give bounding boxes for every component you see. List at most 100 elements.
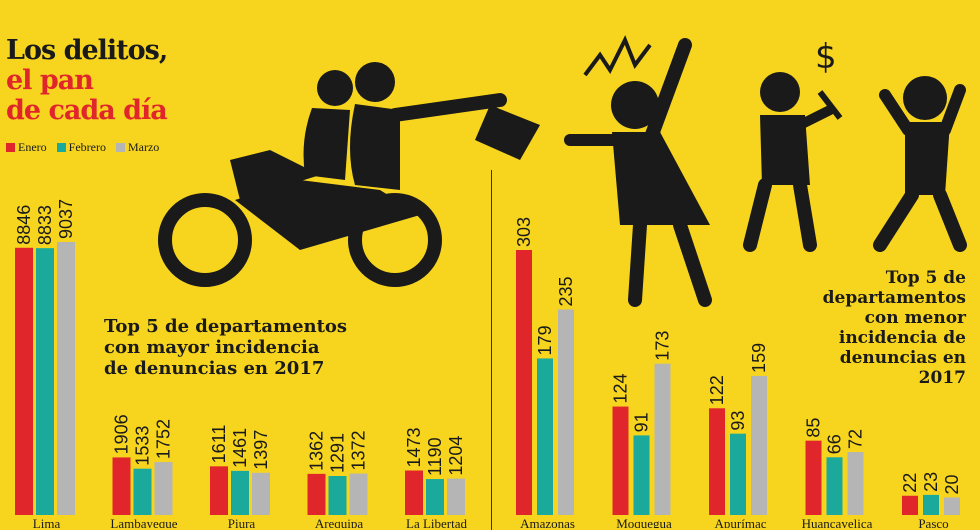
data-label-0-4-0: 1473 bbox=[404, 427, 424, 467]
subtitle-right-line-4: incidencia de bbox=[838, 328, 966, 348]
subtitle-right-line-3: con menor bbox=[864, 308, 966, 328]
bar-1-1-2 bbox=[654, 363, 671, 515]
subtitle-left: Top 5 de departamentos con mayor inciden… bbox=[104, 316, 347, 379]
data-label-1-1-1: 91 bbox=[632, 412, 652, 432]
bar-1-2-0 bbox=[709, 408, 725, 515]
bar-1-2-2 bbox=[751, 375, 767, 515]
category-label-0-2: Piura bbox=[228, 516, 256, 528]
bar-1-3-0 bbox=[805, 440, 822, 515]
data-label-0-1-1: 1533 bbox=[133, 426, 153, 466]
bar-0-4-2 bbox=[447, 478, 465, 515]
data-label-1-1-0: 124 bbox=[611, 374, 631, 404]
data-label-0-1-0: 1906 bbox=[112, 414, 132, 454]
bar-0-1-2 bbox=[154, 462, 173, 515]
subtitle-left-line-3: de denuncias en 2017 bbox=[104, 358, 325, 379]
motorcycle-thieves-illustration bbox=[158, 62, 540, 287]
data-label-0-3-1: 1291 bbox=[328, 433, 348, 473]
legend: Enero Febrero Marzo bbox=[6, 140, 159, 155]
data-label-0-0-0: 8846 bbox=[14, 205, 34, 245]
category-label-0-4: La Libertad bbox=[406, 516, 467, 528]
data-label-1-0-2: 235 bbox=[556, 276, 576, 306]
bar-1-0-1 bbox=[537, 358, 553, 515]
data-label-0-3-2: 1372 bbox=[349, 431, 369, 471]
data-label-1-3-0: 85 bbox=[804, 418, 824, 438]
legend-swatch-marzo bbox=[115, 143, 125, 152]
data-label-1-4-0: 22 bbox=[900, 473, 920, 493]
bar-1-1-1 bbox=[633, 435, 650, 515]
bar-1-4-0 bbox=[902, 495, 918, 515]
category-label-1-0: Amazonas bbox=[520, 516, 575, 528]
legend-swatch-enero bbox=[6, 143, 15, 152]
bar-1-1-0 bbox=[612, 406, 629, 515]
category-label-1-2: Apurímac bbox=[715, 516, 767, 528]
bar-0-0-1 bbox=[36, 248, 54, 515]
data-label-0-2-1: 1461 bbox=[230, 428, 250, 468]
category-label-0-0: Lima bbox=[33, 516, 61, 528]
category-label-1-1: Moquegua bbox=[616, 516, 672, 528]
subtitle-right-line-5: denuncias en bbox=[839, 348, 966, 368]
category-label-1-3: Huancavelica bbox=[802, 516, 873, 528]
bar-1-4-1 bbox=[923, 494, 939, 515]
bar-0-1-1 bbox=[133, 468, 152, 515]
data-label-1-3-2: 72 bbox=[846, 429, 866, 449]
category-label-0-1: Lambayeque bbox=[110, 516, 177, 528]
category-label-1-4: Pasco bbox=[918, 516, 948, 528]
bar-0-3-0 bbox=[307, 473, 326, 515]
bar-0-2-0 bbox=[210, 466, 228, 515]
bar-1-0-2 bbox=[558, 309, 574, 515]
data-label-0-2-0: 1611 bbox=[209, 425, 229, 464]
legend-swatch-febrero bbox=[56, 143, 66, 152]
title-line-3: de cada día bbox=[6, 95, 168, 126]
bar-1-3-2 bbox=[847, 452, 864, 515]
bar-0-4-0 bbox=[405, 470, 423, 515]
bar-0-4-1 bbox=[426, 479, 444, 515]
subtitle-right: Top 5 de departamentos con menor inciden… bbox=[823, 268, 966, 388]
data-label-0-2-2: 1397 bbox=[251, 430, 271, 470]
legend-item-marzo: Marzo bbox=[115, 140, 160, 155]
data-label-0-3-0: 1362 bbox=[307, 431, 327, 471]
data-label-0-4-1: 1190 bbox=[425, 437, 445, 476]
bar-0-0-2 bbox=[57, 242, 75, 515]
data-label-1-0-1: 179 bbox=[535, 325, 555, 355]
bar-1-3-1 bbox=[826, 457, 843, 515]
data-label-1-2-2: 159 bbox=[749, 343, 769, 373]
data-label-1-2-0: 122 bbox=[707, 375, 727, 405]
bar-1-0-0 bbox=[516, 250, 532, 515]
category-label-0-3: Arequipa bbox=[315, 516, 364, 528]
chart-divider bbox=[491, 170, 492, 530]
bar-0-3-1 bbox=[328, 476, 347, 515]
bar-1-2-1 bbox=[730, 433, 746, 515]
bar-0-0-0 bbox=[15, 247, 33, 515]
title-line-1: Los delitos, bbox=[6, 35, 168, 66]
legend-item-enero: Enero bbox=[6, 140, 47, 155]
data-label-1-1-2: 173 bbox=[653, 331, 673, 361]
victim-illustration bbox=[564, 35, 712, 307]
data-label-1-0-0: 303 bbox=[514, 217, 534, 247]
legend-item-febrero: Febrero bbox=[56, 140, 106, 155]
data-label-0-1-2: 1752 bbox=[154, 419, 174, 459]
knife-robber-illustration: $ bbox=[743, 37, 843, 252]
subtitle-right-line-6: 2017 bbox=[918, 368, 966, 388]
data-label-1-4-1: 23 bbox=[921, 472, 941, 492]
bar-group: 8846 8833 9037 Lima 1906 1533 1752 Lambayeque 16… bbox=[14, 199, 962, 528]
data-label-0-0-2: 9037 bbox=[56, 199, 76, 239]
data-label-1-4-2: 20 bbox=[942, 474, 962, 494]
subtitle-left-line-2: con mayor incidencia bbox=[104, 337, 320, 358]
bar-0-2-2 bbox=[252, 472, 270, 515]
data-label-0-0-1: 8833 bbox=[35, 205, 55, 245]
legend-label-febrero: Febrero bbox=[68, 140, 106, 154]
title-line-2: el pan bbox=[6, 65, 94, 96]
legend-label-enero: Enero bbox=[18, 140, 47, 154]
page-title: Los delitos, el pan de cada día bbox=[6, 35, 168, 126]
data-label-1-3-1: 66 bbox=[825, 434, 845, 454]
scared-person-illustration bbox=[873, 76, 967, 252]
bar-0-1-0 bbox=[112, 457, 131, 515]
legend-label-marzo: Marzo bbox=[127, 140, 160, 154]
subtitle-right-line-2: departamentos bbox=[822, 288, 966, 308]
subtitle-right-line-1: Top 5 de bbox=[885, 268, 966, 288]
subtitle-left-line-1: Top 5 de departamentos bbox=[104, 316, 348, 337]
svg-text:$: $ bbox=[815, 37, 837, 77]
data-label-1-2-1: 93 bbox=[728, 411, 748, 431]
bar-1-4-2 bbox=[944, 497, 960, 515]
